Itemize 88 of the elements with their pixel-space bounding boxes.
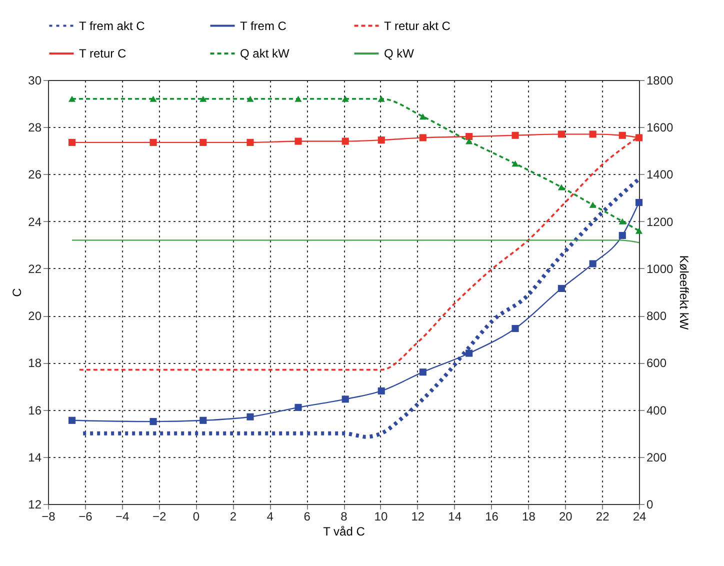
point xyxy=(466,132,473,140)
x-tick-label: 8 xyxy=(340,510,348,524)
point xyxy=(342,396,349,403)
point xyxy=(466,350,473,357)
y-tick-label: 18 xyxy=(28,356,42,370)
y2-tick-label: 1600 xyxy=(646,120,674,135)
y2-tick-label: 600 xyxy=(646,356,667,370)
point xyxy=(558,130,565,138)
x-tick-label: −8 xyxy=(42,510,56,524)
point xyxy=(512,160,519,167)
point xyxy=(618,132,626,139)
y2-tick-label: 1200 xyxy=(646,214,674,229)
y-axis-title: C xyxy=(10,288,24,297)
point xyxy=(378,96,385,102)
x-tick-label: 24 xyxy=(632,510,646,524)
legend-label: T frem C xyxy=(240,18,287,33)
point xyxy=(200,138,207,146)
y2-tick-label: 0 xyxy=(646,498,654,512)
y2-tick-label: 1000 xyxy=(646,262,674,276)
y-tick-label: 24 xyxy=(28,214,42,229)
point xyxy=(246,138,254,146)
point xyxy=(419,368,426,376)
y-tick-label: 22 xyxy=(28,262,42,276)
x-tick-label: 14 xyxy=(448,510,462,524)
point xyxy=(68,138,76,146)
y2-tick-label: 200 xyxy=(646,450,667,464)
point xyxy=(618,232,626,239)
y-tick-label: 16 xyxy=(28,403,42,418)
point xyxy=(246,413,254,420)
legend-label: T retur C xyxy=(79,46,126,60)
legend-label: T frem akt C xyxy=(79,18,146,33)
point xyxy=(150,418,157,426)
legend-label: T retur akt C xyxy=(384,18,451,33)
x-tick-label: 6 xyxy=(304,510,311,524)
y-tick-label: 30 xyxy=(28,74,42,88)
y2-tick-label: 800 xyxy=(646,309,667,324)
x-tick-label: 10 xyxy=(374,510,388,524)
y2-axis-title: Køleeffekt kW xyxy=(677,255,692,330)
point xyxy=(558,284,565,292)
point xyxy=(294,96,302,102)
point xyxy=(378,136,385,144)
point xyxy=(419,113,426,120)
point xyxy=(635,134,643,142)
x-tick-label: 12 xyxy=(411,510,425,524)
x-tick-label: −4 xyxy=(116,510,130,524)
x-tick-label: 2 xyxy=(230,510,237,524)
point xyxy=(512,132,519,139)
point xyxy=(68,416,76,424)
point xyxy=(150,138,157,146)
point xyxy=(68,96,76,102)
x-tick-label: −2 xyxy=(152,510,166,524)
x-tick-label: 4 xyxy=(266,510,274,524)
point xyxy=(378,387,385,394)
point xyxy=(512,324,519,332)
x-tick-label: 0 xyxy=(192,510,200,524)
point xyxy=(589,260,596,268)
point xyxy=(200,96,207,102)
y-tick-label: 26 xyxy=(28,168,42,182)
x-axis-title: T våd C xyxy=(323,524,366,538)
point xyxy=(558,184,565,190)
point xyxy=(466,138,473,144)
point xyxy=(635,198,643,206)
x-tick-label: 20 xyxy=(558,510,573,524)
point xyxy=(294,138,302,145)
y2-tick-label: 1800 xyxy=(646,74,674,88)
y-tick-label: 14 xyxy=(28,450,42,464)
point xyxy=(294,404,302,411)
y-tick-label: 20 xyxy=(28,309,42,324)
point xyxy=(635,228,643,234)
y-tick-label: 12 xyxy=(28,498,42,512)
point xyxy=(589,202,596,208)
y2-tick-label: 1400 xyxy=(646,168,674,182)
legend-label: Q kW xyxy=(384,46,415,60)
point xyxy=(200,416,207,424)
x-tick-label: −6 xyxy=(78,510,93,524)
x-tick-label: 18 xyxy=(522,510,536,524)
legend-label: Q akt kW xyxy=(240,46,290,60)
point xyxy=(246,96,254,102)
point xyxy=(150,96,157,102)
point xyxy=(342,96,349,102)
x-tick-label: 16 xyxy=(485,510,499,524)
y-tick-label: 28 xyxy=(28,120,42,135)
x-tick-label: 22 xyxy=(596,510,610,524)
point xyxy=(618,218,626,224)
y2-tick-label: 400 xyxy=(646,403,667,418)
point xyxy=(419,134,426,142)
point xyxy=(342,138,349,145)
point xyxy=(589,130,596,138)
